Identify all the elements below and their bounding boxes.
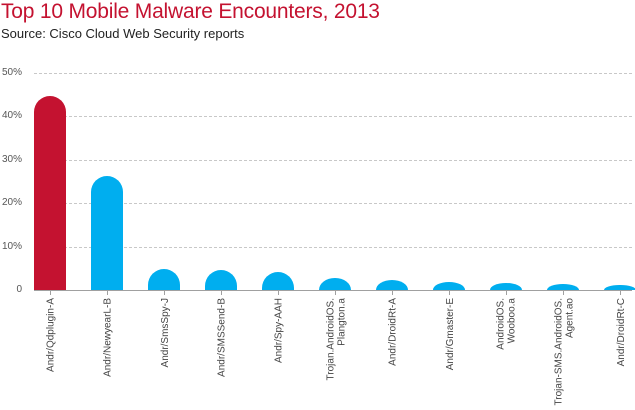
y-axis-label: 50% [1,67,22,78]
category-label: Andr/Spy-AAH [273,298,285,364]
category-label: Andr/DroidRt-A [387,298,399,366]
category-label: Andr/Qdplugin-A [45,298,57,372]
chart-subtitle: Source: Cisco Cloud Web Security reports [1,26,245,41]
x-tick [50,291,51,295]
x-tick [506,291,507,295]
category-label: Trojan.AndroidOS. Plangton.a [325,298,347,381]
x-tick [449,291,450,295]
bar [433,282,465,290]
gridline [34,203,632,204]
bar [319,277,351,290]
bar [376,280,408,290]
category-label: Andr/Gmaster-E [444,298,456,371]
bar [148,269,180,290]
x-tick [278,291,279,295]
gridline [34,247,632,248]
x-tick [221,291,222,295]
gridline [34,160,632,161]
x-tick [107,291,108,295]
y-axis-label: 30% [1,154,22,165]
bar [547,283,579,290]
gridline [34,73,632,74]
category-label: Andr/NewyearL-B [102,298,114,377]
bar [490,283,522,290]
bar [205,270,237,290]
x-tick [563,291,564,295]
y-axis-label: 0 [16,284,22,295]
x-tick [335,291,336,295]
category-label: Andr/DroidRt-C [615,298,627,367]
bar [34,96,66,290]
category-label: Trojan-SMS.AndroidOS. Agent.ao [553,298,575,406]
bar [262,272,294,290]
chart-title: Top 10 Mobile Malware Encounters, 2013 [1,0,380,23]
x-tick [164,291,165,295]
y-axis-label: 20% [1,197,22,208]
y-axis-label: 10% [1,241,22,252]
y-axis-label: 40% [1,110,22,121]
category-label: Andr/SMSSend-B [216,298,228,377]
category-label: Andr/SmsSpy-J [159,298,171,368]
x-tick [620,291,621,295]
x-axis-line [34,290,632,291]
category-label: AndroidOS. Wooboo.a [496,298,518,350]
gridline [34,116,632,117]
x-tick [392,291,393,295]
bar [91,175,123,290]
bar [604,284,635,290]
